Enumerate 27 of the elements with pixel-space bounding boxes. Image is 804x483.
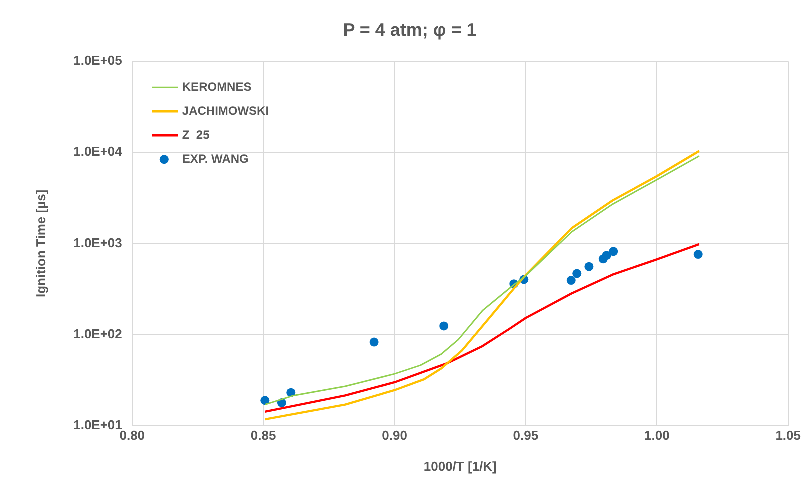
point <box>609 247 618 256</box>
point <box>440 322 449 331</box>
legend-label: EXP. WANG <box>182 152 249 166</box>
y-tick-label: 1.0E+02 <box>74 326 122 342</box>
x-axis-title: 1000/T [1/K] <box>424 458 497 474</box>
y-axis-title: Ignition Time [µs] <box>33 190 48 298</box>
x-tick-label: 0.85 <box>250 428 276 444</box>
point <box>566 276 576 286</box>
legend-label: KEROMNES <box>182 80 252 94</box>
y-tick-label: 1.0E+04 <box>74 144 124 160</box>
x-tick-label: 1.05 <box>776 428 802 444</box>
y-tick-label: 1.0E+05 <box>74 53 122 68</box>
chart-title: P = 4 atm; φ = 1 <box>343 20 477 40</box>
point <box>572 269 582 278</box>
point <box>602 251 612 260</box>
x-tick-label: 1.00 <box>644 428 670 444</box>
legend-label: JACHIMOWSKI <box>182 104 270 118</box>
point <box>260 396 270 406</box>
y-tick-label: 1.0E+01 <box>74 417 122 432</box>
x-tick-label: 0.95 <box>513 428 539 444</box>
x-tick-label: 0.90 <box>382 428 408 444</box>
y-tick-label: 1.0E+03 <box>74 235 122 250</box>
legend-label: Z_25 <box>182 128 210 142</box>
point <box>370 338 379 347</box>
x-tick-label: 0.80 <box>120 428 146 444</box>
point <box>584 262 594 272</box>
point <box>694 250 703 260</box>
